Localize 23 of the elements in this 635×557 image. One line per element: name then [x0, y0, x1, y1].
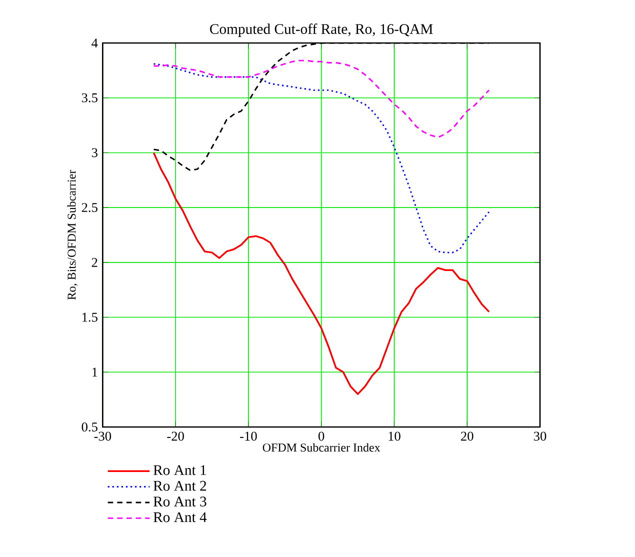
- x-tick-label: -30: [94, 432, 112, 441]
- legend-label: Ro Ant 1: [153, 465, 206, 476]
- y-tick-label: 3.5: [82, 93, 98, 102]
- y-tick-label: 1: [92, 368, 98, 377]
- y-tick-label: 0.5: [82, 422, 98, 432]
- line-series: [152, 152, 490, 395]
- x-tick-label: -10: [240, 432, 257, 441]
- x-tick-label: 0: [318, 432, 324, 441]
- y-tick-label: 1.5: [82, 312, 98, 322]
- x-tick-label: 30: [534, 432, 546, 441]
- x-tick-label: -20: [167, 432, 184, 441]
- y-tick-label: 4: [92, 38, 98, 48]
- y-tick-label: 3: [92, 148, 98, 158]
- legend-label: Ro Ant 2: [153, 480, 206, 491]
- legend-label: Ro Ant 3: [153, 496, 206, 506]
- y-tick-label: 2: [92, 258, 98, 267]
- x-tick-label: 20: [461, 432, 474, 441]
- x-tick-label: 10: [388, 432, 400, 441]
- chart-title: Computed Cut-off Rate, Ro, 16-QAM: [210, 24, 433, 37]
- y-tick-label: 2.5: [82, 203, 98, 212]
- x-axis-title: OFDM Subcarrier Index: [262, 443, 380, 452]
- legend-label: Ro Ant 4: [153, 512, 207, 522]
- y-axis-title: Ro, Bits/OFDM Subcarrier: [67, 170, 78, 300]
